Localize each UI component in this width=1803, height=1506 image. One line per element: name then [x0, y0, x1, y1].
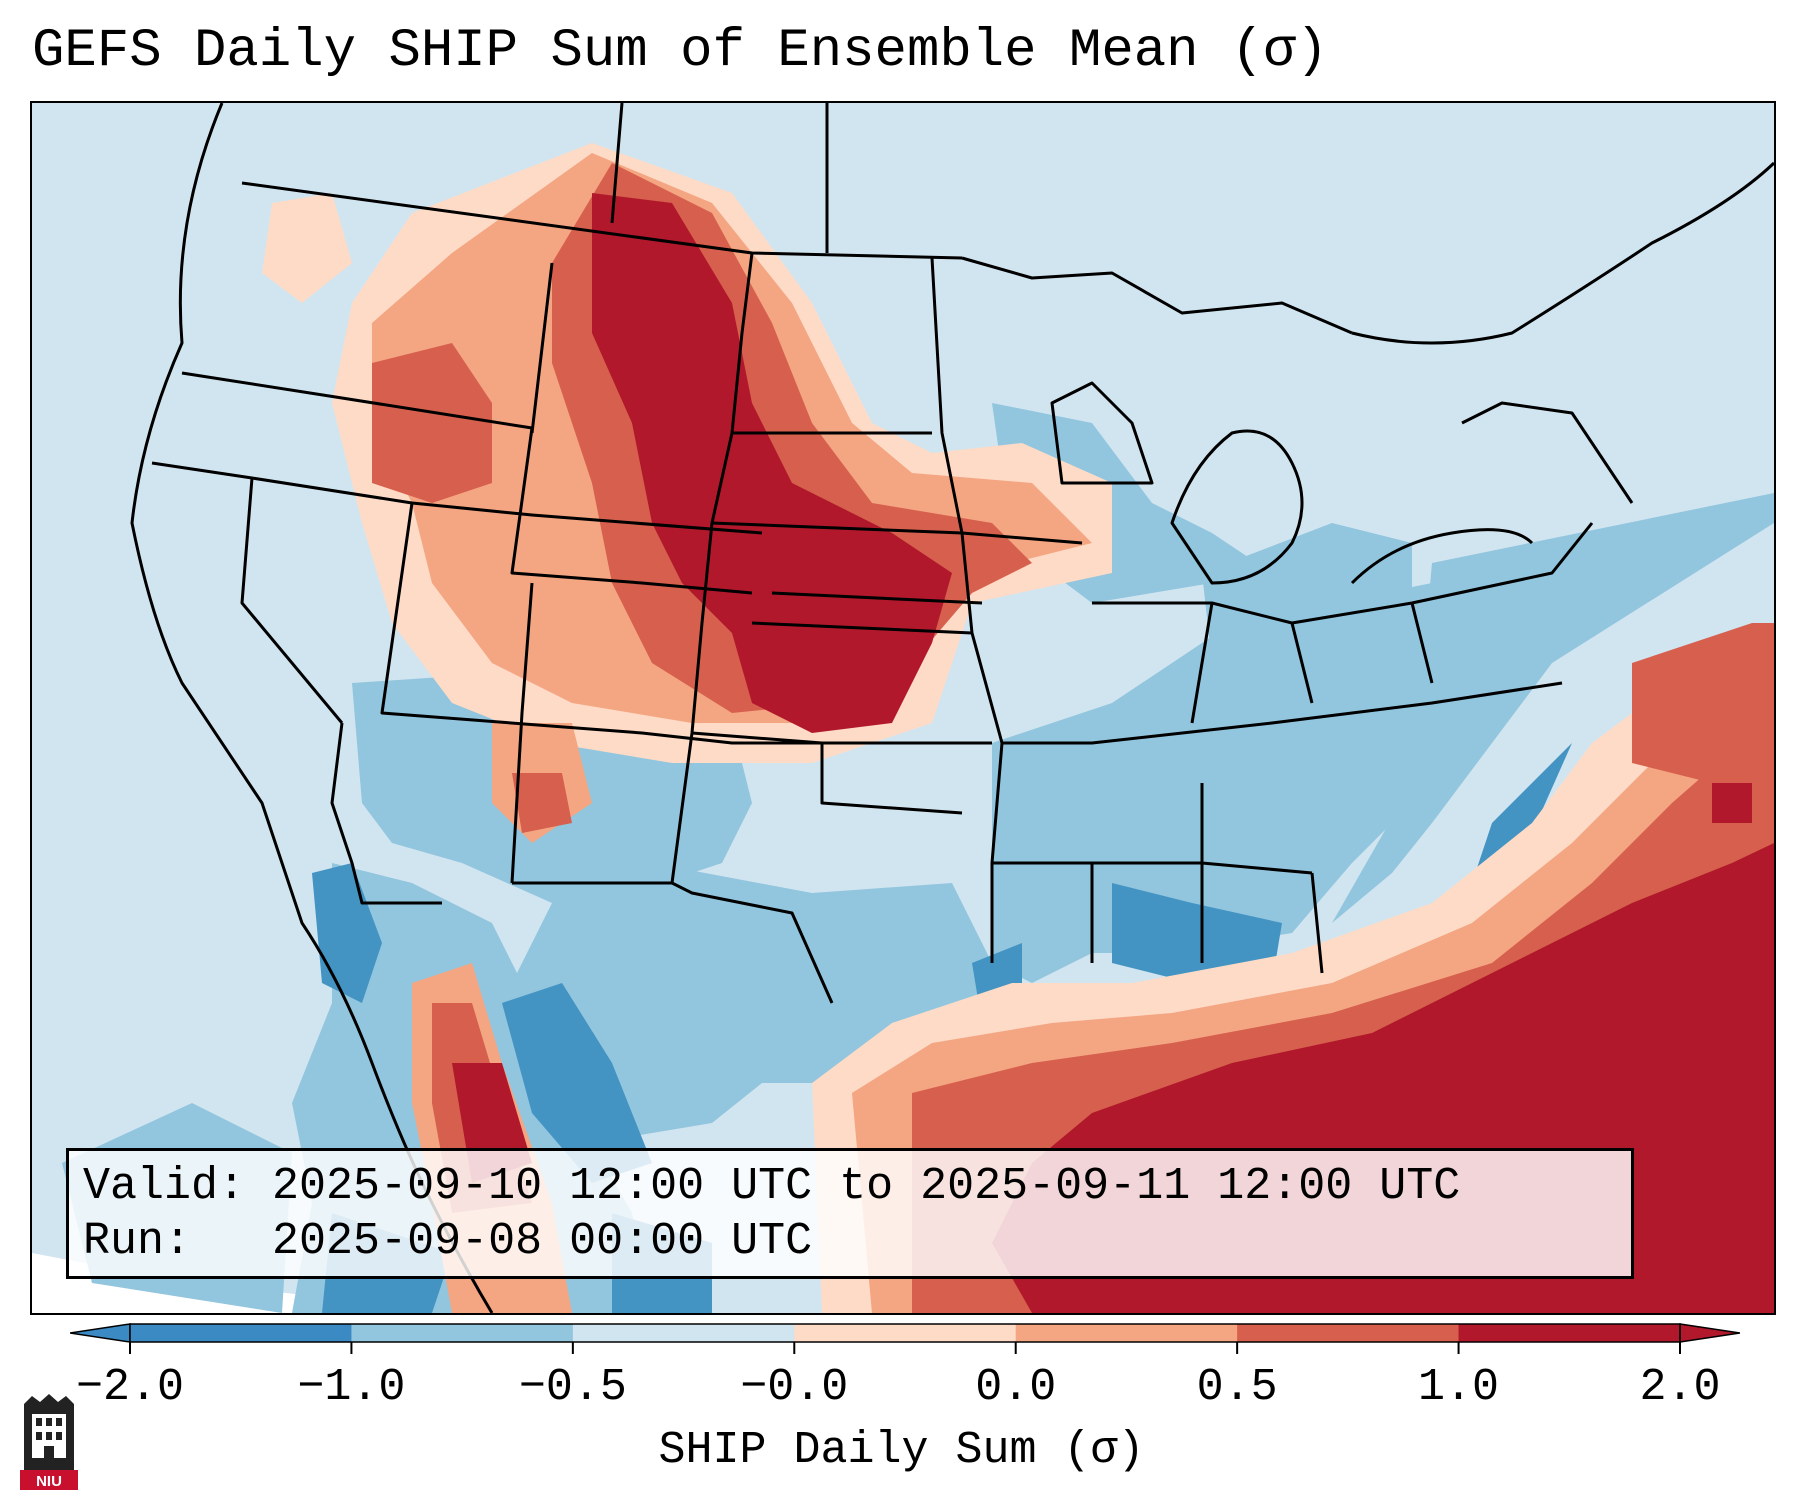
projection-edge: [32, 1253, 632, 1313]
valid-label: Valid:: [83, 1161, 246, 1212]
valid-time-text: 2025-09-10 12:00 UTC to 2025-09-11 12:00…: [272, 1161, 1461, 1212]
colorbar-segment: [1015, 1324, 1238, 1342]
colorbar-extend-low: [70, 1323, 131, 1343]
colorbar-tick-label: 0.0: [975, 1362, 1057, 1413]
colorbar-tick-label: −1.0: [297, 1362, 406, 1413]
niu-logo-text: NIU: [36, 1473, 62, 1490]
valid-time-line: Valid: 2025-09-10 12:00 UTC to 2025-09-1…: [83, 1159, 1617, 1214]
run-label: Run:: [83, 1216, 192, 1267]
colorbar-segments: [70, 1323, 1740, 1354]
colorbar-segment: [130, 1324, 352, 1342]
colorbar-segment: [572, 1324, 795, 1342]
colorbar-segment: [351, 1324, 574, 1342]
colorbar-extend-high: [1679, 1323, 1740, 1343]
colorbar-tick-label: 0.5: [1196, 1362, 1278, 1413]
map-canvas: [32, 103, 1774, 1313]
chart-title: GEFS Daily SHIP Sum of Ensemble Mean (σ): [32, 21, 1329, 82]
colorbar-segment: [1237, 1324, 1460, 1342]
colorbar-outline: [129, 1323, 1681, 1343]
colorbar-segment: [794, 1324, 1017, 1342]
colorbar-tick-label: 2.0: [1639, 1362, 1721, 1413]
run-time-line: Run: 2025-09-08 00:00 UTC: [83, 1214, 1617, 1269]
colorbar: [70, 1323, 1740, 1354]
colorbar-label: SHIP Daily Sum (σ): [658, 1425, 1145, 1476]
colorbar-tick-label: −0.0: [740, 1362, 849, 1413]
colorbar-tick-label: −2.0: [75, 1362, 185, 1413]
map-panel[interactable]: [30, 101, 1776, 1315]
colorbar-tick-label: −0.5: [518, 1362, 627, 1413]
valid-run-info-box: Valid: 2025-09-10 12:00 UTC to 2025-09-1…: [66, 1148, 1634, 1279]
colorbar-segment: [1458, 1324, 1681, 1342]
run-time-text: 2025-09-08 00:00 UTC: [272, 1216, 813, 1267]
colorbar-tick-label: 1.0: [1418, 1362, 1500, 1413]
niu-logo-icon: NIU: [20, 1394, 78, 1490]
